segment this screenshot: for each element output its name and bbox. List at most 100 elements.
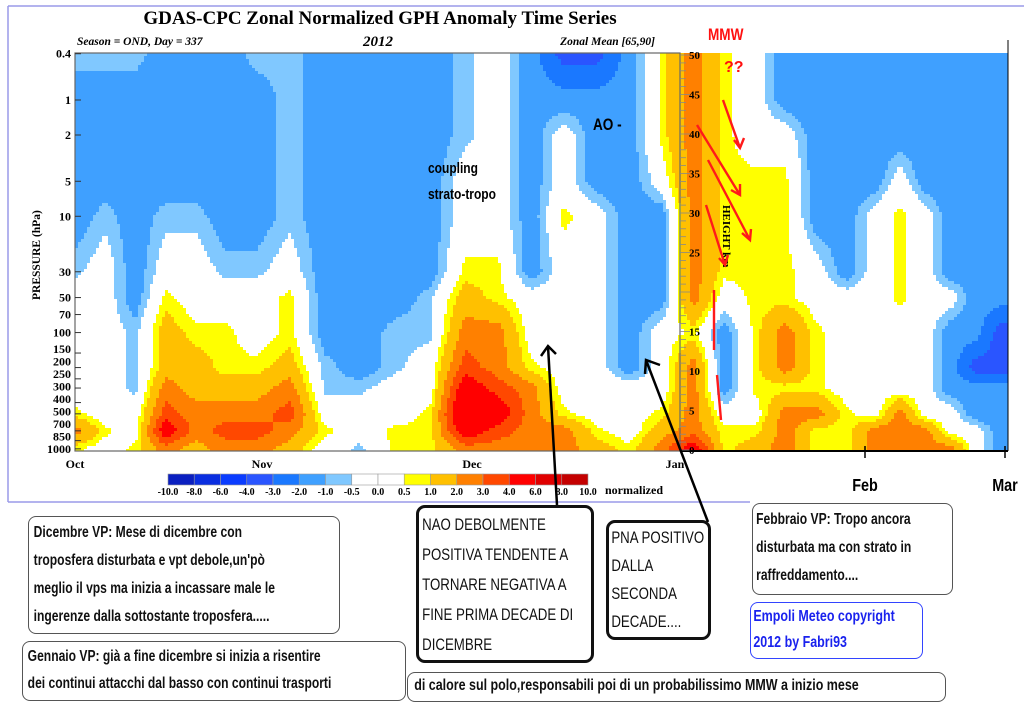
heatmap-cell xyxy=(684,419,699,423)
heatmap-cell xyxy=(684,143,702,147)
heatmap-cell xyxy=(720,263,792,267)
heatmap-cell xyxy=(615,74,636,78)
heatmap-cell xyxy=(777,350,795,354)
colorbar-label: -8.0 xyxy=(186,487,202,498)
heatmap-cell xyxy=(987,350,1008,354)
heatmap-cell xyxy=(126,284,144,288)
heatmap-cell xyxy=(519,209,540,213)
heatmap-cell xyxy=(732,332,738,336)
heatmap-cell xyxy=(444,332,447,336)
heatmap-cell xyxy=(738,374,753,378)
heatmap-cell xyxy=(717,332,732,336)
heatmap-cell xyxy=(441,395,450,399)
y-tick-label: 2 xyxy=(65,128,71,142)
heatmap-cell xyxy=(867,251,894,255)
heatmap-cell xyxy=(522,221,540,225)
heatmap-cell xyxy=(702,215,720,219)
heatmap-cell xyxy=(720,179,789,183)
heatmap-cell xyxy=(75,422,90,426)
heatmap-cell xyxy=(618,65,636,69)
heatmap-cell xyxy=(720,353,732,357)
heatmap-cell xyxy=(966,344,990,348)
heatmap-cell xyxy=(777,332,795,336)
heatmap-cell xyxy=(318,410,423,414)
heatmap-cell xyxy=(393,374,435,378)
heatmap-cell xyxy=(639,173,651,177)
heatmap-cell xyxy=(837,407,849,411)
heatmap-cell xyxy=(666,134,684,138)
heatmap-cell xyxy=(807,323,819,327)
heatmap-cell xyxy=(474,119,510,123)
heatmap-cell xyxy=(756,434,777,438)
heatmap-cell xyxy=(762,320,804,324)
colorbar-swatch xyxy=(272,473,300,486)
heatmap-cell xyxy=(186,308,279,312)
heatmap-cell xyxy=(765,74,774,78)
heatmap-cell xyxy=(429,287,438,291)
heatmap-cell xyxy=(606,239,618,243)
heatmap-cell xyxy=(801,125,1008,129)
heatmap-cell xyxy=(294,302,309,306)
heatmap-cell xyxy=(978,356,1008,360)
heatmap-cell xyxy=(702,170,720,174)
heatmap-cell xyxy=(561,215,573,219)
heatmap-cell xyxy=(606,257,618,261)
heatmap-cell xyxy=(276,185,303,189)
heatmap-cell xyxy=(795,137,807,141)
heatmap-cell xyxy=(390,446,435,450)
heatmap-cell xyxy=(750,308,771,312)
heatmap-cell xyxy=(312,254,438,258)
heatmap-cell xyxy=(786,323,807,327)
heatmap-cell xyxy=(702,257,720,261)
heatmap-cell xyxy=(606,260,618,264)
heatmap-cell xyxy=(894,401,906,405)
heatmap-cell xyxy=(441,233,450,237)
heatmap-cell xyxy=(666,236,669,240)
heatmap-cell xyxy=(474,101,510,105)
heatmap-cell xyxy=(669,257,678,261)
heatmap-cell xyxy=(669,260,678,264)
heatmap-cell xyxy=(687,401,699,405)
heatmap-cell xyxy=(660,107,666,111)
heatmap-cell xyxy=(114,257,123,261)
heatmap-cell xyxy=(114,212,156,216)
heatmap-cell xyxy=(519,101,636,105)
heatmap-cell xyxy=(75,74,264,78)
heatmap-cell xyxy=(747,161,801,165)
heatmap-cell xyxy=(519,200,540,204)
heatmap-cell xyxy=(936,275,945,279)
heatmap-cell xyxy=(720,257,792,261)
heatmap-cell xyxy=(717,425,762,429)
heatmap-cell xyxy=(585,176,639,180)
heatmap-cell xyxy=(153,323,162,327)
heatmap-cell xyxy=(543,140,552,144)
heatmap-cell xyxy=(858,281,894,285)
heatmap-cell xyxy=(984,320,1008,324)
heatmap-cell xyxy=(519,188,540,192)
heatmap-cell xyxy=(441,176,453,180)
heatmap-cell xyxy=(117,311,132,315)
heatmap-cell xyxy=(990,428,1008,432)
heatmap-cell xyxy=(381,362,405,366)
heatmap-cell xyxy=(735,323,750,327)
heatmap-cell xyxy=(720,161,747,165)
heatmap-cell xyxy=(753,341,759,345)
ao-negative-label: AO - xyxy=(593,116,622,135)
heatmap-cell xyxy=(459,290,483,294)
heatmap-cell xyxy=(666,161,672,165)
heatmap-cell xyxy=(681,266,690,270)
heatmap-cell xyxy=(720,383,732,387)
heatmap-cell xyxy=(270,227,306,231)
heatmap-cell xyxy=(75,53,147,57)
heatmap-cell xyxy=(669,149,687,153)
heatmap-cell xyxy=(441,218,453,222)
heatmap-cell xyxy=(702,104,720,108)
y-tick-label: 300 xyxy=(53,379,71,393)
heatmap-cell xyxy=(567,209,603,213)
heatmap-cell xyxy=(114,278,126,282)
heatmap-cell xyxy=(570,221,606,225)
heatmap-cell xyxy=(666,68,684,72)
heatmap-cell xyxy=(549,239,606,243)
heatmap-cell xyxy=(666,110,684,114)
heatmap-cell xyxy=(444,350,453,354)
